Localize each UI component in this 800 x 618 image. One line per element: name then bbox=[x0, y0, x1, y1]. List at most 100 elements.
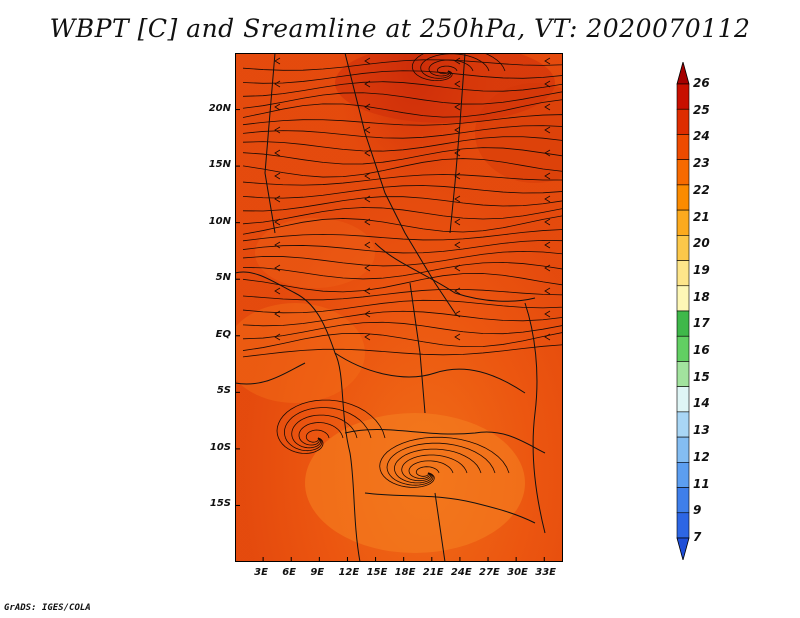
lon-tick-label: 27E bbox=[479, 567, 500, 578]
colorbar-swatch bbox=[676, 512, 690, 539]
streamline-arrow bbox=[454, 287, 461, 295]
streamline-arrow bbox=[544, 103, 551, 111]
streamline-arrow bbox=[544, 264, 551, 272]
streamline bbox=[305, 429, 330, 443]
colorbar-label: 7 bbox=[693, 530, 702, 544]
lat-tick-label: EQ bbox=[215, 328, 231, 340]
streamline bbox=[242, 310, 564, 327]
streamline bbox=[393, 448, 482, 484]
streamline-arrow bbox=[454, 333, 461, 341]
colorbar-max-arrow bbox=[676, 62, 690, 85]
colorbar-label: 20 bbox=[693, 236, 710, 251]
colorbar-swatch bbox=[676, 487, 690, 514]
colorbar-label: 24 bbox=[693, 129, 710, 144]
streamline bbox=[437, 65, 458, 75]
streamline-arrow bbox=[454, 103, 461, 111]
map-border bbox=[235, 53, 563, 562]
colorbar-swatch bbox=[676, 285, 690, 312]
streamline bbox=[242, 273, 564, 293]
streamline bbox=[242, 288, 564, 301]
lat-tick-label: 15S bbox=[209, 498, 231, 510]
colorbar-swatch bbox=[676, 184, 690, 211]
streamline-arrow bbox=[274, 287, 281, 295]
colorbar-label: 26 bbox=[693, 76, 710, 90]
lon-tick-label: 12E bbox=[338, 567, 360, 578]
lon-tick-label: 30E bbox=[507, 567, 528, 578]
streamline-arrow bbox=[274, 264, 281, 272]
streamline-arrow bbox=[544, 126, 551, 134]
lon-tick-label: 21E bbox=[422, 567, 444, 578]
streamline bbox=[242, 91, 564, 109]
streamline bbox=[242, 114, 564, 126]
streamline-arrow bbox=[454, 241, 461, 249]
streamline-arrow bbox=[544, 310, 551, 318]
lat-tick-label: 15N bbox=[208, 159, 231, 171]
streamline-arrow bbox=[364, 103, 371, 111]
lat-tick-label: 5N bbox=[215, 272, 231, 284]
streamline-arrow bbox=[274, 310, 281, 318]
streamline bbox=[242, 147, 564, 165]
streamline-arrow bbox=[274, 241, 281, 249]
colorbar-swatch bbox=[676, 83, 690, 110]
streamline bbox=[242, 229, 564, 242]
streamline-arrow bbox=[274, 149, 281, 157]
streamline-arrow bbox=[364, 310, 371, 318]
colorbar-label: 12 bbox=[693, 449, 710, 464]
streamline-arrow bbox=[274, 172, 281, 180]
chart-title: WBPT [C] and Sreamline at 250hPa, VT: 20… bbox=[49, 14, 751, 43]
lat-tick-label: 10S bbox=[209, 441, 231, 453]
streamline-arrow bbox=[454, 172, 461, 180]
streamline bbox=[242, 215, 564, 235]
streamline-arrow bbox=[454, 218, 461, 226]
streamline-arrow bbox=[454, 310, 461, 318]
lat-tick-label: 10N bbox=[208, 215, 231, 227]
streamline-arrow bbox=[544, 80, 551, 88]
streamline bbox=[291, 414, 358, 449]
colorbar-label: 23 bbox=[693, 156, 710, 171]
lat-tick-label: 5S bbox=[216, 385, 231, 397]
streamline bbox=[242, 344, 564, 358]
colorbar-swatch bbox=[676, 411, 690, 438]
colorbar-label: 13 bbox=[693, 423, 710, 438]
colorbar-swatch bbox=[676, 386, 690, 413]
streamline bbox=[242, 99, 564, 118]
streamline-arrow bbox=[274, 103, 281, 111]
streamline-arrow bbox=[274, 57, 281, 65]
streamline bbox=[242, 196, 564, 212]
colorbar-label: 14 bbox=[693, 396, 710, 411]
streamline bbox=[242, 136, 564, 152]
streamline bbox=[242, 250, 564, 267]
colorbar-swatch bbox=[676, 134, 690, 160]
streamline bbox=[379, 436, 510, 488]
map-plot bbox=[225, 43, 595, 563]
streamline-arrow bbox=[364, 80, 371, 88]
streamline-arrow bbox=[454, 126, 461, 134]
lon-tick-label: 33E bbox=[535, 567, 556, 578]
streamline-arrow bbox=[454, 80, 461, 88]
streamline-arrow bbox=[364, 241, 371, 249]
streamline bbox=[242, 158, 564, 178]
colorbar-label: 18 bbox=[693, 289, 710, 304]
colorbar-swatch bbox=[676, 108, 690, 135]
streamline bbox=[242, 321, 564, 340]
country-borders bbox=[234, 52, 546, 563]
streamline-arrow bbox=[544, 172, 551, 180]
colorbar-swatch bbox=[676, 209, 690, 236]
colorbar-label: 25 bbox=[693, 102, 710, 117]
streamline-arrow bbox=[544, 149, 551, 157]
lon-tick-label: 6E bbox=[282, 567, 297, 578]
streamline-arrow bbox=[544, 57, 551, 65]
lon-tick-label: 9E bbox=[310, 567, 325, 578]
streamline-arrow bbox=[364, 264, 371, 272]
colorbar-swatch bbox=[676, 335, 690, 362]
streamline bbox=[242, 70, 564, 84]
streamline bbox=[298, 422, 344, 446]
colorbar-label: 22 bbox=[693, 182, 710, 197]
colorbar-label: 21 bbox=[693, 209, 710, 224]
streamline bbox=[428, 59, 474, 77]
streamline bbox=[242, 261, 564, 280]
colorbar-swatch bbox=[676, 436, 690, 463]
streamline-arrow bbox=[544, 287, 551, 295]
streamline bbox=[415, 466, 440, 477]
colorbar-swatch bbox=[676, 235, 690, 261]
